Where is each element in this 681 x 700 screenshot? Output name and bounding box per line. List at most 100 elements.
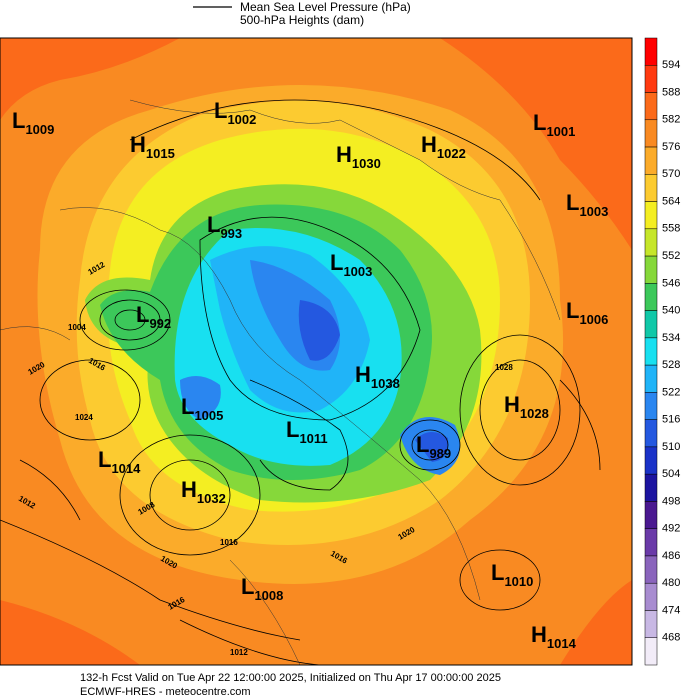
color-swatch	[644, 201, 658, 230]
center-value: 1008	[254, 588, 283, 603]
center-type: H	[421, 132, 437, 157]
footer-text: ECMWF-HRES - meteocentre.com	[80, 686, 251, 698]
color-swatch	[644, 419, 658, 448]
center-value: 1014	[111, 461, 141, 476]
center-type: H	[355, 362, 371, 387]
colorbar-label: 558	[662, 223, 680, 235]
isobar-label: 1016	[220, 538, 238, 547]
pressure-center: H1014	[531, 622, 577, 651]
center-value: 1006	[579, 312, 608, 327]
color-swatch	[644, 637, 658, 666]
center-value: 1028	[520, 406, 549, 421]
isobar-label: 1012	[230, 648, 248, 657]
pressure-center: L1014	[98, 447, 141, 476]
color-swatch	[644, 528, 658, 557]
color-swatch	[644, 310, 658, 339]
color-swatch	[644, 582, 658, 611]
center-type: L	[533, 110, 546, 135]
center-type: L	[491, 560, 504, 585]
center-value: 1003	[343, 264, 372, 279]
colorbar-label: 468	[662, 632, 680, 644]
pressure-center: L1006	[566, 298, 608, 327]
center-value: 1003	[579, 204, 608, 219]
center-type: L	[12, 108, 25, 133]
footer-text: 132-h Fcst Valid on Tue Apr 22 12:00:00 …	[80, 672, 501, 684]
color-swatch	[644, 610, 658, 638]
color-swatch	[644, 555, 658, 584]
colorbar-label: 534	[662, 332, 680, 344]
map	[0, 38, 632, 665]
pressure-center: H1032	[181, 477, 226, 506]
color-swatch	[644, 283, 658, 311]
center-type: L	[98, 447, 111, 472]
colorbar-label: 576	[662, 141, 680, 153]
pressure-center: H1015	[130, 132, 175, 161]
color-swatch	[644, 473, 658, 502]
pressure-center: L1010	[491, 560, 533, 589]
colorbar-label: 570	[662, 168, 680, 180]
center-value: 1038	[371, 376, 400, 391]
colorbar-label: 498	[662, 495, 680, 507]
center-type: L	[207, 212, 220, 237]
colorbar-label: 486	[662, 550, 680, 562]
pressure-center: L1008	[241, 574, 283, 603]
colorbar-label: 564	[662, 195, 680, 207]
color-swatch	[644, 392, 658, 420]
legend-text: Mean Sea Level Pressure (hPa)	[240, 0, 411, 14]
center-type: L	[214, 98, 227, 123]
pressure-center: H1030	[336, 142, 381, 171]
color-swatch	[644, 92, 658, 121]
isobar-label: 1028	[495, 363, 513, 372]
center-value: 1001	[546, 124, 575, 139]
color-swatch	[644, 364, 658, 393]
center-value: 992	[149, 316, 171, 331]
center-type: L	[181, 394, 194, 419]
colorbar-label: 474	[662, 604, 680, 616]
colorbar-label: 504	[662, 468, 680, 480]
colorbar-label: 540	[662, 305, 680, 317]
pressure-center: L1002	[214, 98, 256, 127]
colorbar-label: 480	[662, 577, 680, 589]
color-swatch	[644, 119, 658, 148]
pressure-center: H1038	[355, 362, 400, 391]
color-swatch	[644, 446, 658, 475]
color-swatch	[644, 501, 658, 529]
center-type: L	[416, 432, 429, 457]
pressure-center: L993	[207, 212, 242, 241]
center-value: 1022	[437, 146, 466, 161]
center-value: 1030	[352, 156, 381, 171]
center-type: H	[130, 132, 146, 157]
isobar-label: 1004	[68, 323, 86, 332]
colorbar-label: 552	[662, 250, 680, 262]
center-type: L	[286, 417, 299, 442]
color-swatch	[644, 174, 658, 202]
center-type: L	[566, 298, 579, 323]
color-swatch	[644, 337, 658, 366]
pressure-center: H1028	[504, 392, 549, 421]
color-swatch	[644, 65, 658, 93]
center-value: 1011	[299, 431, 327, 446]
center-value: 1032	[197, 491, 226, 506]
pressure-center: L1005	[181, 394, 223, 423]
center-value: 993	[220, 226, 242, 241]
colorbar-label: 546	[662, 277, 680, 289]
colorbar-label: 516	[662, 414, 680, 426]
colorbar: 594 588 582 576 570 564 558 552 546 540 534 528 522 5…	[644, 37, 680, 666]
center-type: H	[336, 142, 352, 167]
center-value: 1005	[194, 408, 223, 423]
pressure-center: L1009	[12, 108, 54, 137]
map-frame	[0, 37, 633, 666]
colorbar-label: 594	[662, 59, 680, 71]
isobar-label: 1024	[75, 413, 93, 422]
colorbar-label: 582	[662, 114, 680, 126]
center-value: 989	[429, 446, 451, 461]
center-value: 1009	[25, 122, 54, 137]
colorbar-label: 510	[662, 441, 680, 453]
colorbar-label: 492	[662, 523, 680, 535]
color-swatch	[644, 146, 658, 175]
center-value: 1015	[146, 146, 175, 161]
color-swatch	[644, 228, 658, 257]
colorbar-label: 528	[662, 359, 680, 371]
center-value: 1014	[547, 636, 577, 651]
